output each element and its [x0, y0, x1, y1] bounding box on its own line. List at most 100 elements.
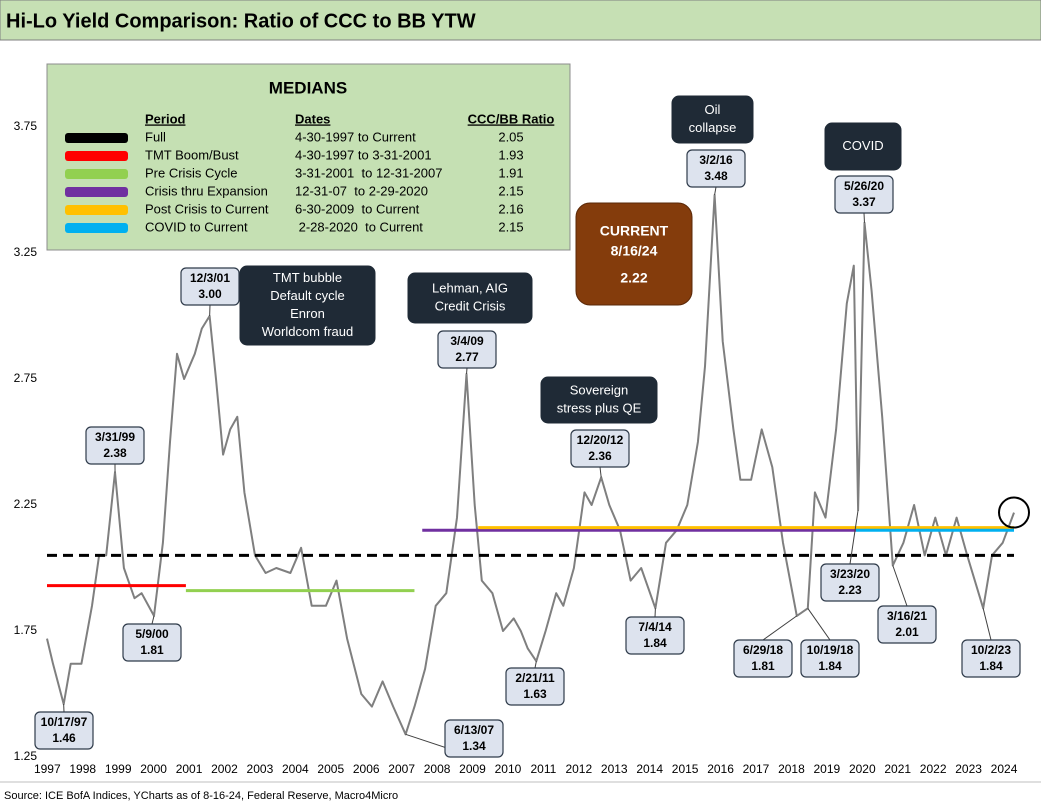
legend-ratio: 2.05: [498, 129, 523, 144]
x-tick-label: 2002: [211, 762, 238, 776]
callout-box: [180, 267, 240, 306]
current-marker: [998, 496, 1030, 529]
y-tick-label: 1.25: [14, 749, 38, 763]
legend-period: COVID to Current: [145, 219, 248, 234]
callout-value: 2.36: [588, 449, 612, 463]
legend-dates: 3-31-2001 to 12-31-2007: [295, 165, 442, 180]
callout-box: [800, 639, 860, 678]
legend-dates: 12-31-07 to 2-29-2020: [295, 183, 428, 198]
legend-dates: 4-30-1997 to Current: [295, 129, 416, 144]
legend-swatch: [65, 223, 128, 233]
note-text: COVID: [842, 138, 883, 153]
leader-line: [849, 509, 859, 565]
callout-box: [570, 429, 630, 468]
note-box: [407, 272, 533, 324]
legend-period: Crisis thru Expansion: [145, 183, 268, 198]
callout-value: 1.46: [52, 731, 76, 745]
legend-swatch: [65, 205, 128, 215]
x-tick-label: 2009: [459, 762, 486, 776]
callout-box: [85, 426, 145, 465]
callout-box: [686, 149, 746, 188]
note-text: Credit Crisis: [435, 298, 506, 313]
medians-box: [46, 63, 571, 251]
callout-date: 12/20/12: [577, 433, 624, 447]
note-text: collapse: [689, 120, 737, 135]
callout-value: 3.48: [704, 169, 728, 183]
callout-date: 10/19/18: [807, 643, 854, 657]
callout-box: [34, 711, 94, 750]
leader-line: [599, 466, 602, 478]
callout-date: 3/31/99: [95, 430, 135, 444]
callout-value: 1.84: [979, 659, 1003, 673]
data-line: [46, 194, 1015, 736]
note-text: Default cycle: [270, 288, 344, 303]
note-box: [239, 265, 376, 346]
chart-title: Hi-Lo Yield Comparison: Ratio of CCC to …: [6, 10, 476, 32]
x-tick-label: 2014: [636, 762, 663, 776]
y-tick-label: 3.25: [14, 245, 38, 259]
callout-value: 2.23: [838, 583, 862, 597]
legend-dates: 2-28-2020 to Current: [295, 219, 423, 234]
callout-box: [820, 563, 880, 602]
leader-line: [807, 608, 831, 641]
callout-date: 12/3/01: [190, 271, 230, 285]
x-tick-label: 2023: [955, 762, 982, 776]
y-tick-label: 1.75: [14, 623, 38, 637]
current-label: CURRENT: [600, 223, 669, 239]
x-tick-label: 2018: [778, 762, 805, 776]
note-box: [671, 95, 754, 144]
leader-line: [892, 565, 908, 607]
current-value: 2.22: [620, 270, 647, 286]
note-box: [540, 376, 658, 424]
note-text: TMT bubble: [273, 270, 342, 285]
callout-box: [733, 639, 793, 678]
callout-date: 2/21/11: [515, 671, 555, 685]
leader-line: [534, 661, 537, 669]
callout-value: 1.84: [818, 659, 842, 673]
x-tick-label: 2011: [530, 762, 556, 776]
x-tick-label: 2015: [672, 762, 699, 776]
legend-period: Full: [145, 129, 166, 144]
y-tick-label: 2.75: [14, 371, 38, 385]
callout-date: 10/2/23: [971, 643, 1011, 657]
legend-dates: 4-30-1997 to 3-31-2001: [295, 147, 432, 162]
callout-value: 1.81: [140, 643, 164, 657]
legend-period: TMT Boom/Bust: [145, 147, 239, 162]
legend-swatch: [65, 187, 128, 197]
legend-swatch: [65, 169, 128, 179]
x-tick-label: 2003: [247, 762, 274, 776]
current-box: [575, 202, 693, 306]
callout-box: [505, 667, 565, 706]
callout-value: 3.00: [198, 287, 222, 301]
legend-ratio: 2.15: [498, 219, 523, 234]
callout-date: 3/23/20: [830, 567, 870, 581]
x-tick-label: 2020: [849, 762, 876, 776]
legend-ratio: 1.91: [498, 165, 523, 180]
x-tick-label: 2000: [140, 762, 167, 776]
callout-value: 1.81: [751, 659, 775, 673]
callout-date: 7/4/14: [638, 620, 672, 634]
x-tick-label: 1998: [69, 762, 96, 776]
callout-value: 2.01: [895, 625, 919, 639]
current-date: 8/16/24: [611, 243, 658, 259]
legend-ratio: 2.15: [498, 183, 523, 198]
x-tick-label: 2017: [743, 762, 770, 776]
x-tick-label: 2006: [353, 762, 380, 776]
callout-date: 6/13/07: [454, 723, 494, 737]
header: Period: [145, 111, 186, 126]
x-tick-label: 2007: [388, 762, 415, 776]
medians-title: MEDIANS: [269, 78, 347, 97]
callout-date: 3/2/16: [699, 153, 733, 167]
callout-value: 1.84: [643, 636, 667, 650]
callout-box: [437, 330, 497, 369]
leader-line: [762, 615, 798, 641]
leader-line: [714, 186, 717, 196]
callout-box: [122, 623, 182, 662]
legend-swatch: [65, 151, 128, 161]
legend-ratio: 1.93: [498, 147, 523, 162]
header: Dates: [295, 111, 330, 126]
callout-date: 3/4/09: [450, 334, 484, 348]
legend-ratio: 2.16: [498, 201, 523, 216]
legend-period: Pre Crisis Cycle: [145, 165, 237, 180]
